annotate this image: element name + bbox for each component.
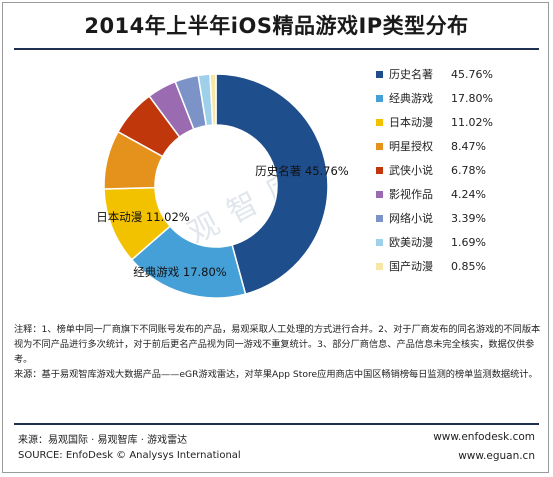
slice-label-1: 经典游戏 17.80% [133,265,227,279]
legend-value: 3.39% [451,211,486,225]
legend-item: 经典游戏 17.80% [376,90,493,106]
chart-title: 2014年上半年iOS精品游戏IP类型分布 [84,14,469,38]
legend-label: 日本动漫 [389,116,433,129]
legend-item: 日本动漫 11.02% [376,114,493,130]
title-divider [14,48,539,50]
legend-swatch [376,238,383,246]
legend-item: 影视作品 4.24% [376,186,486,202]
footer-source-cn: 来源：易观国际 · 易观智库 · 游戏雷达 [18,435,188,446]
notes-section: 注释：1、榜单中同一厂商旗下不同账号发布的产品，易观采取人工处理的方式进行合并。… [14,322,544,382]
footer-divider [14,423,539,425]
legend-label: 影视作品 [389,188,433,201]
notes-text: 注释：1、榜单中同一厂商旗下不同账号发布的产品，易观采取人工处理的方式进行合并。… [14,324,541,365]
footer-source-en: SOURCE: EnfoDesk © Analysys Internationa… [18,450,241,461]
slice-label-0: 历史名著 45.76% [255,164,349,178]
source-note-text: 来源：基于易观智库游戏大数据产品——eGR游戏雷达，对苹果App Store应用… [14,369,538,380]
legend-swatch [376,70,383,78]
legend-swatch [376,118,383,126]
footer-url-eguan[interactable]: www.eguan.cn [458,450,535,462]
legend-swatch [376,262,383,270]
slice-8 [209,73,217,126]
legend-swatch [376,190,383,198]
legend-value: 11.02% [451,115,493,129]
legend-item: 欧美动漫 1.69% [376,234,486,250]
slice-label-2: 日本动漫 11.02% [96,210,190,224]
legend-swatch [376,94,383,102]
legend-label: 武侠小说 [389,164,433,177]
legend-value: 6.78% [451,163,486,177]
legend-value: 1.69% [451,235,486,249]
legend-label: 欧美动漫 [389,236,433,249]
footer-url-enfodesk[interactable]: www.enfodesk.com [433,431,535,443]
legend-item: 历史名著 45.76% [376,66,493,82]
legend-value: 0.85% [451,259,486,273]
legend-item: 网络小说 3.39% [376,210,486,226]
legend-value: 8.47% [451,139,486,153]
legend-label: 国产动漫 [389,260,433,273]
legend-label: 历史名著 [389,68,433,81]
legend-value: 4.24% [451,187,486,201]
legend-value: 45.76% [451,67,493,81]
legend-item: 国产动漫 0.85% [376,258,486,274]
legend-label: 明星授权 [389,140,433,153]
legend-swatch [376,166,383,174]
legend-swatch [376,214,383,222]
legend-swatch [376,142,383,150]
legend-label: 经典游戏 [389,92,433,105]
legend-label: 网络小说 [389,212,433,225]
legend-item: 武侠小说 6.78% [376,162,486,178]
slice-0 [215,73,329,295]
legend-value: 17.80% [451,91,493,105]
legend-item: 明星授权 8.47% [376,138,486,154]
